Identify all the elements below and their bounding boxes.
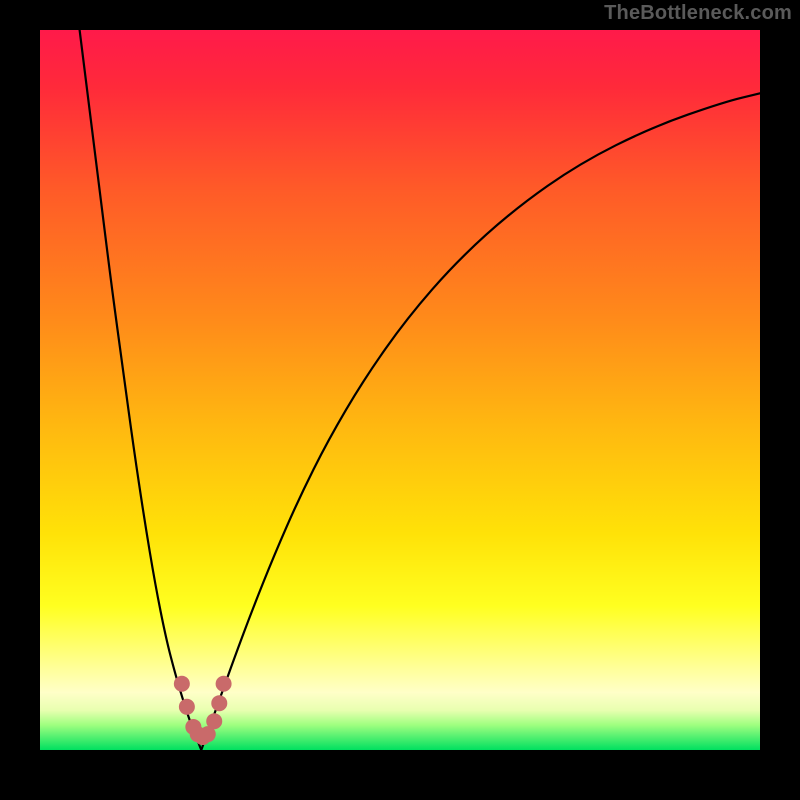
valley-marker [179, 699, 195, 715]
watermark-text: TheBottleneck.com [604, 2, 792, 25]
valley-marker [206, 713, 222, 729]
plot-background [40, 30, 760, 750]
valley-marker [211, 695, 227, 711]
valley-marker [216, 676, 232, 692]
chart-container: TheBottleneck.com [0, 0, 800, 800]
valley-marker [174, 676, 190, 692]
bottleneck-chart-svg [0, 0, 800, 800]
